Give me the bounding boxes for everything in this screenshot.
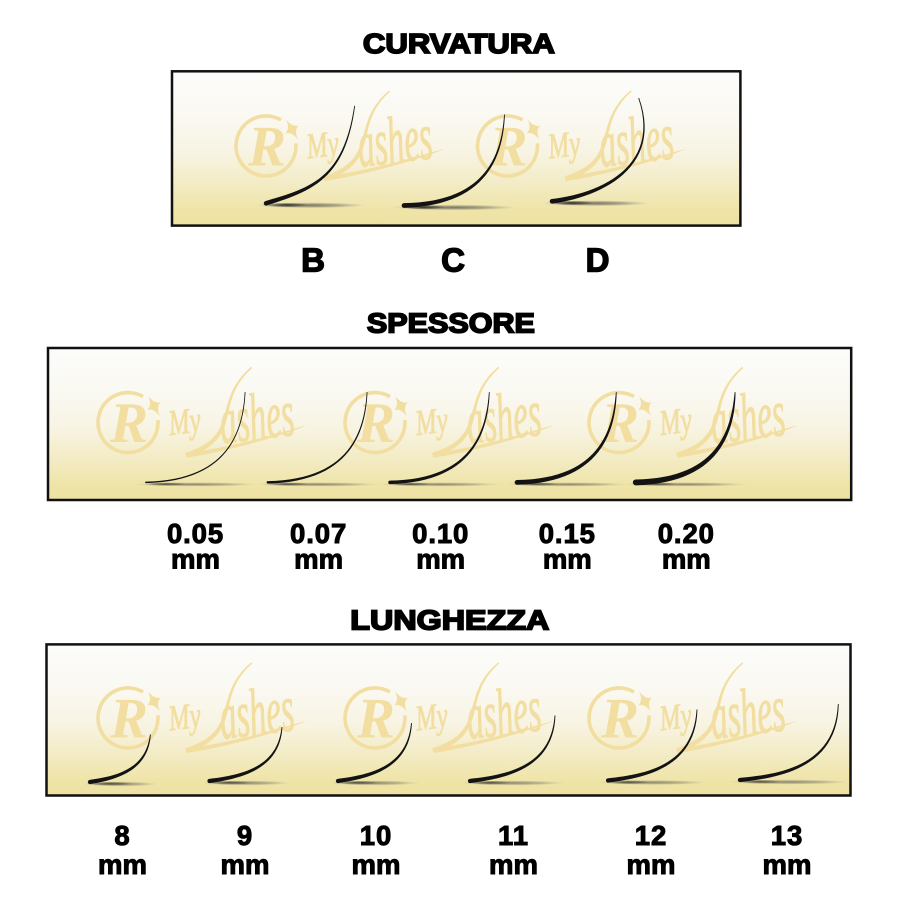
svg-text:8: 8	[114, 820, 130, 851]
svg-text:CURVATURA: CURVATURA	[363, 28, 555, 59]
svg-text:12: 12	[635, 820, 668, 851]
svg-text:mm: mm	[627, 849, 676, 880]
svg-text:C: C	[441, 242, 465, 279]
svg-text:0.15: 0.15	[539, 518, 596, 549]
svg-text:SPESSORE: SPESSORE	[367, 308, 535, 339]
svg-text:13: 13	[771, 820, 804, 851]
svg-text:0.05: 0.05	[167, 518, 224, 549]
svg-text:mm: mm	[489, 849, 538, 880]
svg-text:mm: mm	[763, 849, 812, 880]
svg-text:10: 10	[360, 820, 393, 851]
svg-text:0.07: 0.07	[290, 518, 347, 549]
svg-text:mm: mm	[416, 544, 465, 575]
svg-text:9: 9	[237, 820, 253, 851]
svg-text:11: 11	[498, 820, 529, 851]
svg-text:LUNGHEZZA: LUNGHEZZA	[350, 605, 549, 636]
svg-text:D: D	[586, 242, 610, 279]
svg-text:mm: mm	[543, 544, 592, 575]
svg-text:mm: mm	[171, 544, 220, 575]
svg-text:B: B	[301, 242, 325, 279]
svg-text:mm: mm	[221, 849, 270, 880]
svg-text:mm: mm	[352, 849, 401, 880]
svg-text:mm: mm	[294, 544, 343, 575]
svg-text:0.10: 0.10	[412, 518, 469, 549]
svg-text:mm: mm	[662, 544, 711, 575]
svg-text:mm: mm	[98, 849, 147, 880]
svg-text:0.20: 0.20	[658, 518, 715, 549]
